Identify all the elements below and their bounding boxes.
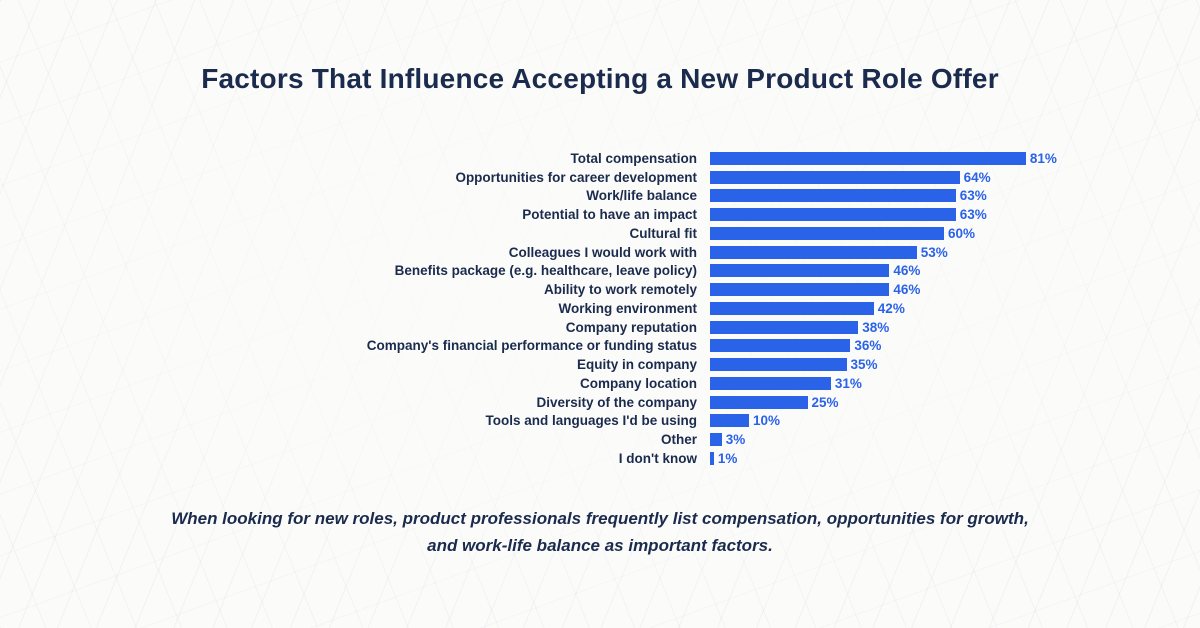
bar-area: 46% bbox=[710, 282, 920, 297]
category-label: Total compensation bbox=[570, 150, 697, 166]
bar bbox=[710, 414, 749, 428]
category-label: Benefits package (e.g. healthcare, leave… bbox=[394, 263, 697, 279]
bar-row: Tools and languages I'd be using 10% bbox=[0, 412, 1200, 431]
bar-row: Company reputation 38% bbox=[0, 318, 1200, 337]
category-label: Equity in company bbox=[576, 357, 697, 373]
value-label: 1% bbox=[717, 450, 738, 466]
horizontal-bar-chart: Total compensation 81% Opportunities for c… bbox=[0, 149, 1200, 468]
bar bbox=[710, 358, 847, 372]
bar-row: Benefits package (e.g. healthcare, leave… bbox=[0, 262, 1200, 281]
category-label: Working environment bbox=[558, 300, 697, 316]
bar-row: Company's financial performance or fundi… bbox=[0, 337, 1200, 356]
bar-area: 63% bbox=[710, 207, 987, 222]
category-label: Work/life balance bbox=[586, 188, 697, 204]
category-label: Diversity of the company bbox=[536, 394, 697, 410]
bar bbox=[710, 339, 851, 353]
bar-area: 63% bbox=[710, 188, 987, 203]
bar bbox=[710, 376, 831, 390]
bar bbox=[710, 264, 890, 278]
category-label: Opportunities for career development bbox=[455, 169, 697, 185]
bar-row: Company location 31% bbox=[0, 374, 1200, 393]
value-label: 53% bbox=[920, 244, 948, 260]
value-label: 64% bbox=[963, 169, 991, 185]
bar-row: Work/life balance 63% bbox=[0, 187, 1200, 206]
bar-row: Ability to work remotely 46% bbox=[0, 280, 1200, 299]
bar bbox=[710, 245, 917, 259]
value-label: 36% bbox=[854, 338, 882, 354]
value-label: 63% bbox=[959, 188, 987, 204]
bar bbox=[710, 208, 956, 222]
content-wrapper: Factors That Influence Accepting a New P… bbox=[0, 62, 1200, 559]
bar-area: 3% bbox=[710, 432, 745, 447]
value-label: 35% bbox=[850, 357, 878, 373]
value-label: 25% bbox=[811, 394, 839, 410]
bar-row: Cultural fit 60% bbox=[0, 224, 1200, 243]
chart-caption: When looking for new roles, product prof… bbox=[171, 508, 1029, 555]
bar bbox=[710, 320, 859, 334]
chart-title: Factors That Influence Accepting a New P… bbox=[201, 63, 999, 94]
bar bbox=[710, 189, 956, 203]
bar bbox=[710, 451, 714, 465]
bar-area: 81% bbox=[710, 151, 1057, 166]
bar-row: Equity in company 35% bbox=[0, 355, 1200, 374]
bar bbox=[710, 301, 874, 315]
value-label: 46% bbox=[893, 263, 921, 279]
category-label: Company reputation bbox=[565, 319, 697, 335]
bar bbox=[710, 151, 1026, 165]
category-label: Company's financial performance or fundi… bbox=[366, 338, 697, 354]
bar bbox=[710, 226, 944, 240]
value-label: 31% bbox=[834, 375, 862, 391]
category-label: Potential to have an impact bbox=[522, 207, 697, 223]
value-label: 81% bbox=[1029, 150, 1057, 166]
bar-row: Working environment 42% bbox=[0, 299, 1200, 318]
value-label: 3% bbox=[725, 432, 746, 448]
value-label: 10% bbox=[753, 413, 781, 429]
bar-row: Colleagues I would work with 53% bbox=[0, 243, 1200, 262]
bar-area: 42% bbox=[710, 301, 905, 316]
bar bbox=[710, 283, 890, 297]
bar-area: 36% bbox=[710, 338, 881, 353]
bar-area: 53% bbox=[710, 245, 948, 260]
bar-row: Other 3% bbox=[0, 430, 1200, 449]
bar-area: 60% bbox=[710, 226, 975, 241]
value-label: 42% bbox=[877, 300, 905, 316]
category-label: Ability to work remotely bbox=[543, 282, 697, 298]
bar-area: 31% bbox=[710, 376, 862, 391]
bar-area: 1% bbox=[710, 451, 737, 466]
bar-area: 10% bbox=[710, 413, 780, 428]
value-label: 46% bbox=[893, 282, 921, 298]
value-label: 63% bbox=[959, 207, 987, 223]
value-label: 60% bbox=[948, 225, 976, 241]
bar-area: 35% bbox=[710, 357, 878, 372]
value-label: 38% bbox=[862, 319, 890, 335]
bar-area: 46% bbox=[710, 263, 920, 278]
bar bbox=[710, 395, 808, 409]
category-label: Other bbox=[660, 432, 697, 448]
bar-area: 38% bbox=[710, 320, 889, 335]
bar bbox=[710, 170, 960, 184]
category-label: Tools and languages I'd be using bbox=[485, 413, 697, 429]
bar-area: 25% bbox=[710, 395, 839, 410]
bar-row: Opportunities for career development 64% bbox=[0, 168, 1200, 187]
bar-row: Total compensation 81% bbox=[0, 149, 1200, 168]
category-label: Colleagues I would work with bbox=[508, 244, 697, 260]
category-label: I don't know bbox=[618, 450, 697, 466]
bar-row: I don't know 1% bbox=[0, 449, 1200, 468]
bar bbox=[710, 433, 722, 447]
bar-area: 64% bbox=[710, 170, 991, 185]
category-label: Company location bbox=[579, 375, 697, 391]
category-label: Cultural fit bbox=[629, 225, 698, 241]
bar-row: Diversity of the company 25% bbox=[0, 393, 1200, 412]
bar-row: Potential to have an impact 63% bbox=[0, 205, 1200, 224]
